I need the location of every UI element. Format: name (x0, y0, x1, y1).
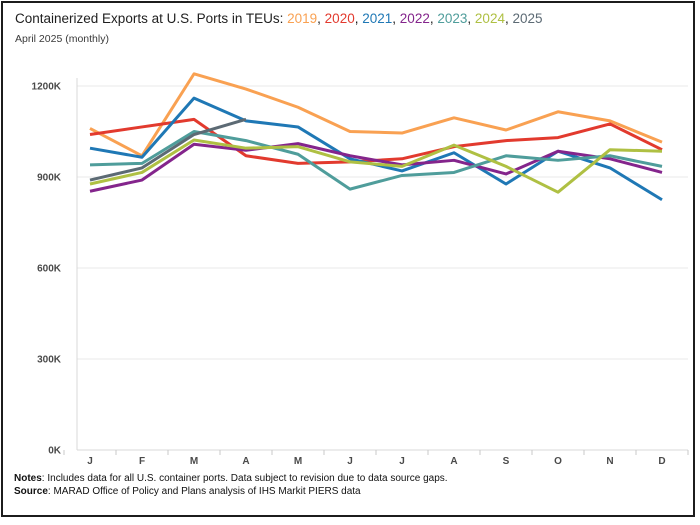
title-year-2020: 2020 (324, 11, 355, 26)
x-axis-label-month-11: N (606, 456, 613, 467)
y-axis-label-1200k: 1200K (32, 82, 62, 93)
title-year-separator: , (354, 11, 363, 26)
x-axis-label-month-6: J (347, 456, 353, 467)
series-line-2022[interactable] (89, 142, 663, 193)
footnotes: Notes: Includes data for all U.S. contai… (14, 473, 448, 498)
x-axis-label-month-4: A (242, 456, 249, 467)
title-year-2022: 2022 (399, 11, 430, 26)
x-axis-label-month-9: S (503, 456, 510, 467)
y-axis-label-300k: 300K (37, 355, 62, 366)
x-axis-label-month-3: M (190, 456, 198, 467)
x-axis-label-month-8: A (450, 456, 457, 467)
title-year-2025: 2025 (512, 11, 543, 26)
chart-title-prefix: Containerized Exports at U.S. Ports in T… (15, 11, 288, 26)
series-line-2021[interactable] (89, 96, 663, 202)
x-axis-label-month-7: J (399, 456, 405, 467)
title-year-2021: 2021 (362, 11, 393, 26)
notes-text: : Includes data for all U.S. container p… (41, 473, 448, 484)
x-axis-label-month-10: O (554, 456, 562, 467)
series-line-2023[interactable] (89, 130, 663, 191)
x-axis-label-month-5: M (294, 456, 302, 467)
source-line: Source: MARAD Office of Policy and Plans… (14, 486, 448, 499)
title-year-separator: , (504, 11, 513, 26)
chart-title: Containerized Exports at U.S. Ports in T… (15, 11, 543, 26)
title-year-separator: , (317, 11, 325, 26)
x-axis-label-month-2: F (139, 456, 145, 467)
series-line-2024[interactable] (89, 138, 663, 194)
title-year-2023: 2023 (437, 11, 468, 26)
chart-subtitle: April 2025 (monthly) (15, 33, 109, 45)
title-year-2024: 2024 (474, 11, 505, 26)
x-axis-label-month-1: J (87, 456, 93, 467)
source-label: Source (14, 485, 48, 497)
title-year-separator: , (467, 11, 475, 26)
chart-title-years: 2019, 2020, 2021, 2022, 2023, 2024, 2025 (287, 11, 542, 26)
title-year-separator: , (429, 11, 438, 26)
y-axis-label-600k: 600K (37, 264, 62, 275)
y-axis-label-900k: 900K (37, 173, 62, 184)
notes-line: Notes: Includes data for all U.S. contai… (14, 473, 448, 486)
source-text: : MARAD Office of Policy and Plans analy… (47, 485, 361, 497)
title-year-separator: , (392, 11, 400, 26)
x-axis-label-month-12: D (658, 456, 665, 467)
notes-label: Notes (14, 473, 42, 484)
series-line-2019[interactable] (89, 72, 663, 158)
title-year-2019: 2019 (287, 11, 318, 26)
series-line-2025[interactable] (89, 117, 247, 182)
y-axis-label-0k: 0K (48, 446, 62, 457)
